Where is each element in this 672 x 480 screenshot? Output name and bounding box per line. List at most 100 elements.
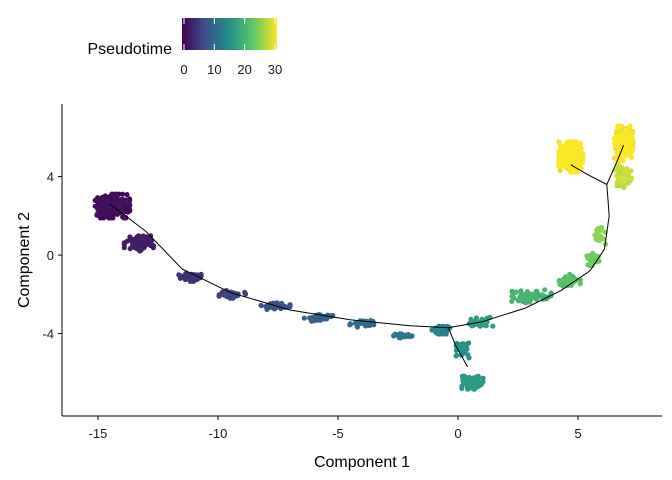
- data-point: [223, 292, 229, 298]
- data-point: [594, 253, 600, 259]
- data-point: [242, 289, 248, 295]
- data-point: [596, 234, 603, 240]
- data-point: [182, 276, 188, 283]
- data-point: [99, 194, 105, 200]
- data-point: [354, 324, 360, 330]
- data-point: [630, 146, 636, 153]
- data-point: [301, 315, 307, 321]
- legend-title: Pseudotime: [88, 41, 173, 58]
- data-point: [629, 135, 636, 141]
- axes: -15 -10 -5 0 5 -4 0 4 Component 1 Component 2: [16, 104, 662, 471]
- data-point: [585, 255, 591, 261]
- data-point: [137, 237, 143, 243]
- data-point: [150, 242, 156, 248]
- data-point: [615, 163, 621, 169]
- data-point: [614, 180, 620, 186]
- data-point: [598, 227, 604, 233]
- data-point: [623, 167, 629, 173]
- data-point: [557, 281, 563, 287]
- data-point: [97, 206, 103, 212]
- trajectory-line: [109, 184, 610, 329]
- data-point: [579, 159, 586, 165]
- legend-tick-label: 0: [180, 62, 187, 77]
- data-point: [522, 295, 528, 301]
- data-point: [625, 180, 631, 186]
- data-point: [532, 293, 538, 299]
- data-point: [396, 335, 402, 341]
- data-point: [127, 246, 133, 252]
- data-point: [559, 162, 565, 169]
- data-point: [479, 379, 485, 385]
- data-point: [542, 287, 548, 293]
- data-point: [570, 151, 577, 157]
- data-point: [578, 145, 584, 151]
- data-point: [102, 211, 108, 217]
- data-point: [436, 323, 442, 329]
- data-point: [567, 143, 573, 149]
- data-point: [557, 167, 563, 174]
- data-point: [577, 140, 584, 147]
- data-point: [624, 127, 630, 133]
- y-tick-label: 4: [47, 170, 54, 185]
- data-point: [143, 241, 149, 247]
- data-point: [612, 141, 618, 147]
- data-point: [471, 377, 477, 383]
- x-tick-label: -15: [89, 426, 108, 441]
- data-point: [116, 204, 122, 210]
- data-point: [556, 148, 562, 154]
- x-tick-label: -5: [332, 426, 344, 441]
- data-point: [614, 134, 620, 140]
- data-point: [568, 139, 574, 145]
- data-point: [176, 272, 182, 278]
- data-point: [468, 316, 474, 322]
- data-point: [436, 331, 442, 337]
- data-point: [628, 175, 635, 181]
- data-point: [183, 270, 189, 277]
- data-point: [625, 140, 632, 146]
- data-point: [565, 156, 572, 162]
- data-point: [111, 200, 117, 206]
- data-point: [509, 298, 515, 304]
- data-point: [137, 244, 143, 250]
- data-point: [475, 376, 481, 382]
- data-point: [567, 278, 573, 285]
- data-point: [120, 196, 126, 202]
- data-point: [620, 132, 626, 138]
- data-point: [619, 166, 625, 172]
- data-point: [92, 203, 98, 209]
- data-point: [405, 332, 411, 338]
- data-point: [267, 304, 273, 310]
- data-point: [370, 318, 376, 324]
- data-point: [627, 123, 633, 129]
- data-point: [564, 148, 571, 154]
- legend-tick-label: 10: [207, 62, 221, 77]
- data-point: [615, 123, 621, 129]
- data-point: [392, 331, 398, 337]
- data-point: [140, 233, 146, 239]
- data-point: [127, 208, 133, 214]
- data-point: [577, 281, 583, 287]
- data-point: [258, 302, 264, 309]
- data-point: [362, 320, 368, 327]
- data-point: [131, 242, 137, 248]
- data-point: [575, 156, 582, 162]
- data-point: [572, 169, 579, 175]
- data-point: [111, 191, 118, 197]
- colorbar-legend: Pseudotime 0 10 20 30: [88, 18, 282, 77]
- data-point: [459, 383, 465, 389]
- data-point: [587, 262, 593, 269]
- data-point: [471, 382, 478, 388]
- data-point: [94, 211, 101, 217]
- data-point: [524, 289, 531, 295]
- data-point: [127, 202, 133, 208]
- colorbar: [182, 18, 277, 50]
- data-point: [113, 195, 119, 201]
- x-tick-label: 0: [454, 426, 461, 441]
- y-axis-title: Component 2: [16, 212, 33, 308]
- data-point: [490, 323, 496, 329]
- data-point: [556, 153, 562, 159]
- data-point: [465, 352, 471, 358]
- data-point: [469, 323, 475, 329]
- data-point: [594, 227, 600, 233]
